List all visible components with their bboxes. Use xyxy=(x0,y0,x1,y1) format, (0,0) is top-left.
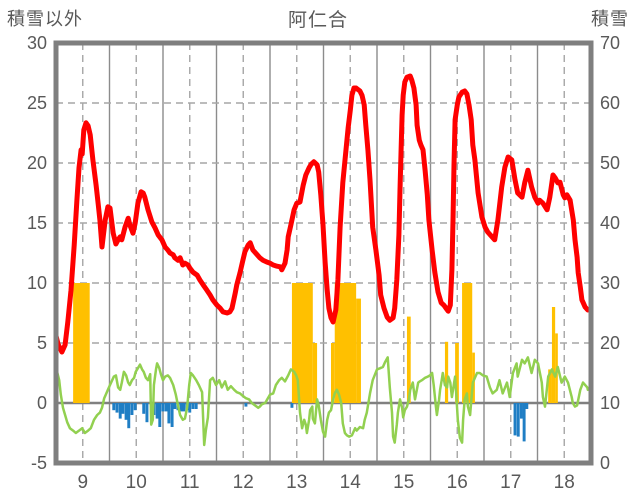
x-axis-tick: 11 xyxy=(180,472,200,493)
negative-bar xyxy=(290,403,294,408)
negative-bar xyxy=(516,403,520,437)
snowfall-bar xyxy=(444,341,449,403)
right-axis-tick: 0 xyxy=(600,453,610,473)
negative-bar xyxy=(244,403,248,407)
snowfall-bar xyxy=(330,343,335,403)
right-axis-tick: 70 xyxy=(600,33,620,53)
right-axis-title: 積雪 xyxy=(591,9,629,29)
negative-bar xyxy=(130,403,134,415)
right-axis-tick: 10 xyxy=(600,393,620,413)
negative-bar xyxy=(191,403,195,409)
negative-bar xyxy=(179,403,183,412)
left-axis-title: 積雪以外 xyxy=(7,9,83,29)
negative-bar xyxy=(112,403,116,411)
negative-bar xyxy=(194,403,198,409)
negative-bar xyxy=(525,403,529,409)
right-axis-tick: 60 xyxy=(600,93,620,113)
left-axis-tick: 0 xyxy=(37,393,47,413)
snowfall-bar xyxy=(312,343,318,403)
snowfall-bar xyxy=(334,283,357,403)
snowfall-bar xyxy=(551,307,556,403)
negative-bar xyxy=(155,403,159,419)
right-axis-tick: 50 xyxy=(600,153,620,173)
negative-bar xyxy=(188,403,192,413)
negative-bar xyxy=(161,403,165,412)
snowfall-bar xyxy=(406,316,411,403)
plot-border xyxy=(53,40,594,466)
green-series-line xyxy=(54,356,590,447)
negative-bar xyxy=(167,403,171,424)
x-axis-tick: 10 xyxy=(126,472,147,493)
right-axis-tick: 20 xyxy=(600,333,620,353)
negative-bar xyxy=(121,403,125,414)
negative-bar xyxy=(170,403,174,427)
negative-bar xyxy=(522,403,526,442)
snowfall-bar xyxy=(548,369,552,403)
x-axis-tick: 13 xyxy=(286,472,307,493)
left-axis-tick: 5 xyxy=(37,333,47,353)
negative-bar xyxy=(124,403,128,420)
negative-bar xyxy=(164,403,168,412)
chart-title: 阿仁合 xyxy=(287,10,348,31)
snowfall-bar xyxy=(291,283,313,403)
negative-bar xyxy=(115,403,119,413)
x-axis-tick: 15 xyxy=(393,472,414,493)
x-axis-tick: 17 xyxy=(500,472,521,493)
left-axis-tick: 20 xyxy=(27,153,47,173)
x-axis-tick: 9 xyxy=(77,472,88,493)
snowfall-bar xyxy=(455,343,459,403)
snowfall-bar xyxy=(462,283,473,403)
right-axis-tick: 40 xyxy=(600,213,620,233)
negative-bar xyxy=(145,403,149,423)
left-axis-tick: 30 xyxy=(27,33,47,53)
left-axis-tick: 10 xyxy=(27,273,47,293)
snowfall-bar xyxy=(73,283,90,403)
left-axis-tick: -5 xyxy=(31,453,47,473)
left-axis-tick: 25 xyxy=(27,93,47,113)
negative-bar xyxy=(133,403,137,411)
negative-bar xyxy=(127,403,131,429)
x-axis-tick: 18 xyxy=(554,472,575,493)
x-axis-tick: 14 xyxy=(340,472,362,493)
negative-bar xyxy=(158,403,162,427)
negative-bar xyxy=(182,403,186,412)
x-axis-tick: 16 xyxy=(447,472,468,493)
negative-bar xyxy=(513,403,517,436)
red-series-line xyxy=(53,73,591,355)
left-axis-tick: 15 xyxy=(27,213,47,233)
negative-bar xyxy=(173,403,177,409)
snowfall-bar xyxy=(356,298,361,403)
negative-bar xyxy=(142,403,146,414)
negative-bar xyxy=(519,403,523,419)
negative-bar xyxy=(118,403,122,419)
right-axis-tick: 30 xyxy=(600,273,620,293)
x-axis-tick: 12 xyxy=(233,472,254,493)
